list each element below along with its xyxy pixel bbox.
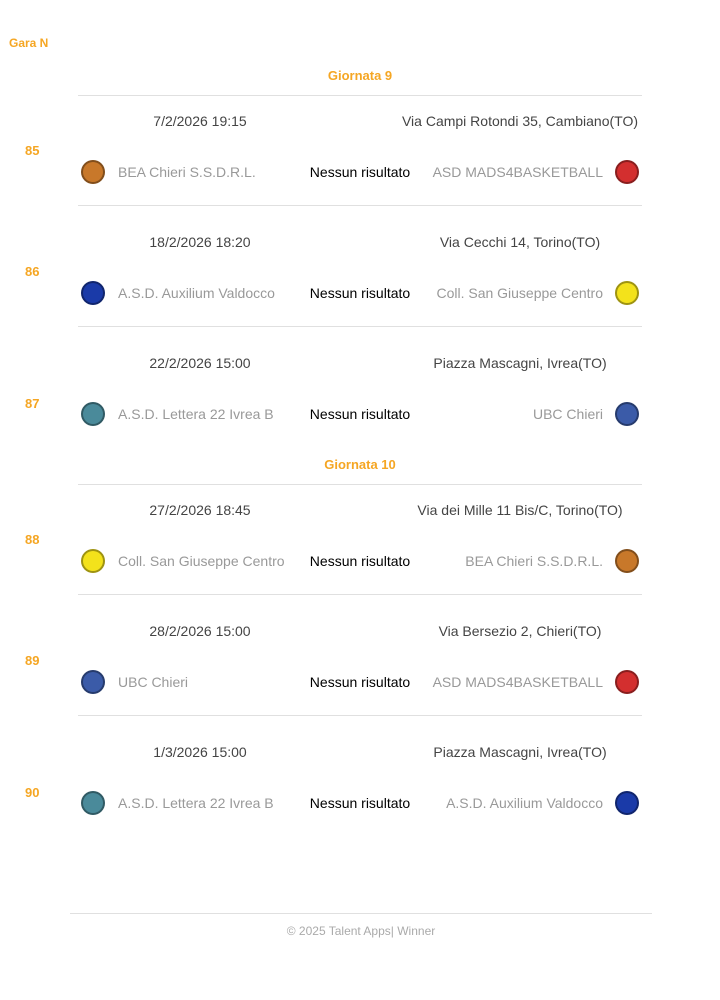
round-title: Giornata 10 — [324, 457, 396, 472]
home-team: BEA Chieri S.S.D.R.L. — [118, 164, 256, 180]
away-logo — [615, 670, 639, 694]
game-column-header: Gara N — [9, 36, 49, 50]
game-number: 89 — [25, 653, 40, 668]
match-address: Via Cecchi 14, Torino(TO) — [439, 234, 601, 250]
match-address: Via dei Mille 11 Bis/C, Torino(TO) — [417, 502, 623, 518]
away-team: UBC Chieri — [532, 406, 603, 422]
home-logo — [81, 160, 105, 184]
home-logo — [81, 791, 105, 815]
home-logo — [81, 670, 105, 694]
match-datetime: 7/2/2026 19:15 — [153, 113, 247, 129]
game-number: 87 — [25, 396, 40, 411]
divider — [78, 594, 642, 595]
footer-text: © 2025 Talent Apps| Winner — [286, 924, 436, 938]
divider — [78, 715, 642, 716]
match-datetime: 18/2/2026 18:20 — [149, 234, 251, 250]
match-result: Nessun risultato — [309, 795, 411, 811]
match-address: Via Campi Rotondi 35, Cambiano(TO) — [401, 113, 639, 129]
game-number: 86 — [25, 264, 40, 279]
away-logo — [615, 160, 639, 184]
home-team: UBC Chieri — [118, 674, 189, 690]
home-team: A.S.D. Auxilium Valdocco — [118, 285, 275, 301]
match-address: Piazza Mascagni, Ivrea(TO) — [433, 355, 607, 371]
home-logo — [81, 281, 105, 305]
home-logo — [81, 549, 105, 573]
match-result: Nessun risultato — [309, 674, 411, 690]
match-result: Nessun risultato — [309, 406, 411, 422]
home-team: Coll. San Giuseppe Centro — [118, 553, 285, 569]
match-datetime: 28/2/2026 15:00 — [149, 623, 251, 639]
round-title: Giornata 9 — [327, 68, 393, 83]
footer-divider — [70, 913, 652, 914]
away-logo — [615, 791, 639, 815]
match-result: Nessun risultato — [309, 553, 411, 569]
away-team: A.S.D. Auxilium Valdocco — [446, 795, 603, 811]
away-team: ASD MADS4BASKETBALL — [432, 164, 603, 180]
match-result: Nessun risultato — [309, 285, 411, 301]
divider — [78, 95, 642, 96]
home-logo — [81, 402, 105, 426]
away-logo — [615, 549, 639, 573]
away-team: Coll. San Giuseppe Centro — [436, 285, 603, 301]
away-team: ASD MADS4BASKETBALL — [432, 674, 603, 690]
game-number: 90 — [25, 785, 40, 800]
home-team: A.S.D. Lettera 22 Ivrea B — [118, 795, 274, 811]
match-datetime: 1/3/2026 15:00 — [153, 744, 247, 760]
match-datetime: 22/2/2026 15:00 — [149, 355, 251, 371]
match-datetime: 27/2/2026 18:45 — [149, 502, 251, 518]
game-number: 88 — [25, 532, 40, 547]
away-logo — [615, 402, 639, 426]
divider — [78, 205, 642, 206]
home-team: A.S.D. Lettera 22 Ivrea B — [118, 406, 274, 422]
divider — [78, 326, 642, 327]
game-number: 85 — [25, 143, 40, 158]
match-address: Piazza Mascagni, Ivrea(TO) — [433, 744, 607, 760]
away-team: BEA Chieri S.S.D.R.L. — [465, 553, 603, 569]
divider — [78, 484, 642, 485]
away-logo — [615, 281, 639, 305]
match-address: Via Bersezio 2, Chieri(TO) — [438, 623, 602, 639]
match-result: Nessun risultato — [309, 164, 411, 180]
